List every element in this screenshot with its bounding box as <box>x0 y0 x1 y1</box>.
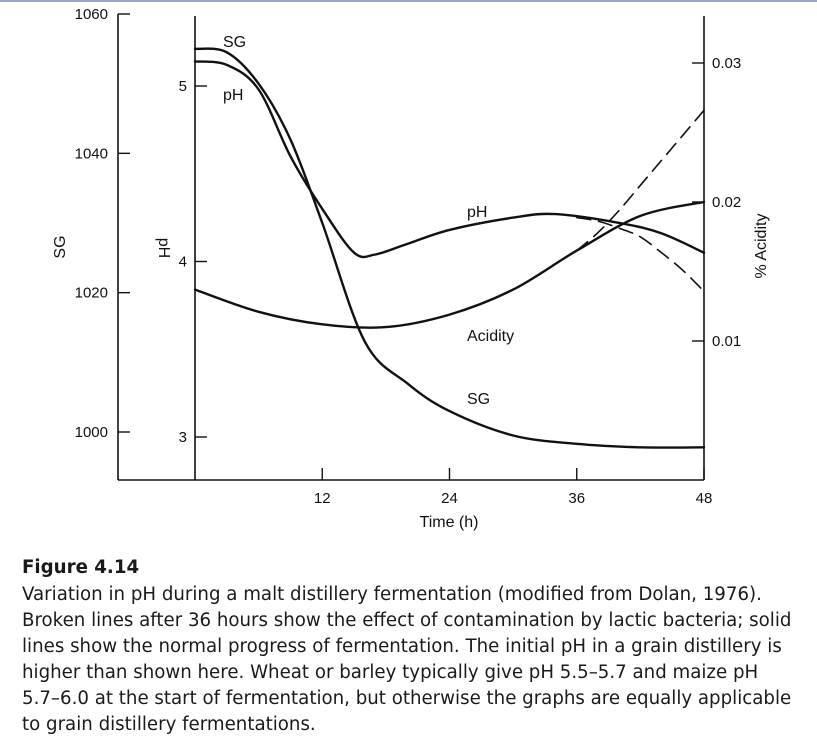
sg-axis-title: SG <box>52 235 69 258</box>
time-tick-label: 36 <box>568 490 585 507</box>
sg-tick-label: 1040 <box>75 145 108 162</box>
ph-tick-label: 5 <box>179 78 187 95</box>
figure-caption: Figure 4.14 Variation in pH during a mal… <box>22 555 792 738</box>
acidity-dashed-curve <box>576 109 705 252</box>
series-layer <box>193 47 706 449</box>
curve-label-acidity: Acidity <box>467 328 514 345</box>
fermentation-chart: 1000 1020 1040 1060 SG 3 4 5 pH 0.01 0.02 0.03 % Aci… <box>52 6 770 531</box>
caption-line: Variation in pH during a malt distillery… <box>22 584 762 605</box>
caption-line: lines show the normal progress of fermen… <box>22 636 782 657</box>
acidity-tick-label: 0.01 <box>712 333 741 350</box>
caption-line: 5.7–6.0 at the start of fermentation, bu… <box>22 688 792 709</box>
curve-label-ph: pH <box>223 87 243 104</box>
ph-axis-title: pH <box>155 238 172 258</box>
caption-title: Figure 4.14 <box>22 557 140 578</box>
acidity-tick-label: 0.02 <box>712 194 741 211</box>
caption-line: Broken lines after 36 hours show the eff… <box>22 610 792 631</box>
curve-label-sg: SG <box>223 34 246 51</box>
time-tick-label: 12 <box>314 490 331 507</box>
acidity-axis-title: % Acidity <box>753 214 770 279</box>
axes-layer <box>117 13 705 481</box>
time-tick-label: 24 <box>441 490 458 507</box>
labels-layer: 1000 1020 1040 1060 SG 3 4 5 pH 0.01 0.02 0.03 % Aci… <box>52 6 770 531</box>
ph-tick-label: 4 <box>179 254 187 271</box>
sg-tick-label: 1020 <box>75 285 108 302</box>
caption-line: higher than shown here. Wheat or barley … <box>22 662 759 683</box>
acidity-solid-curve <box>193 200 706 329</box>
ph-dashed-curve <box>576 216 705 293</box>
ph-solid-curve <box>193 60 706 259</box>
time-tick-label: 48 <box>696 490 713 507</box>
curve-label-ph: pH <box>467 204 487 221</box>
top-border-rule <box>0 0 817 2</box>
sg-tick-label: 1000 <box>75 424 108 441</box>
sg-tick-label: 1060 <box>75 6 108 23</box>
sg-solid-curve <box>193 47 706 449</box>
caption-line: to grain distillery fermentations. <box>22 714 316 735</box>
ph-tick-label: 3 <box>179 429 187 446</box>
time-axis-title: Time (h) <box>420 514 479 531</box>
curve-label-sg: SG <box>467 391 490 408</box>
acidity-tick-label: 0.03 <box>712 55 741 72</box>
